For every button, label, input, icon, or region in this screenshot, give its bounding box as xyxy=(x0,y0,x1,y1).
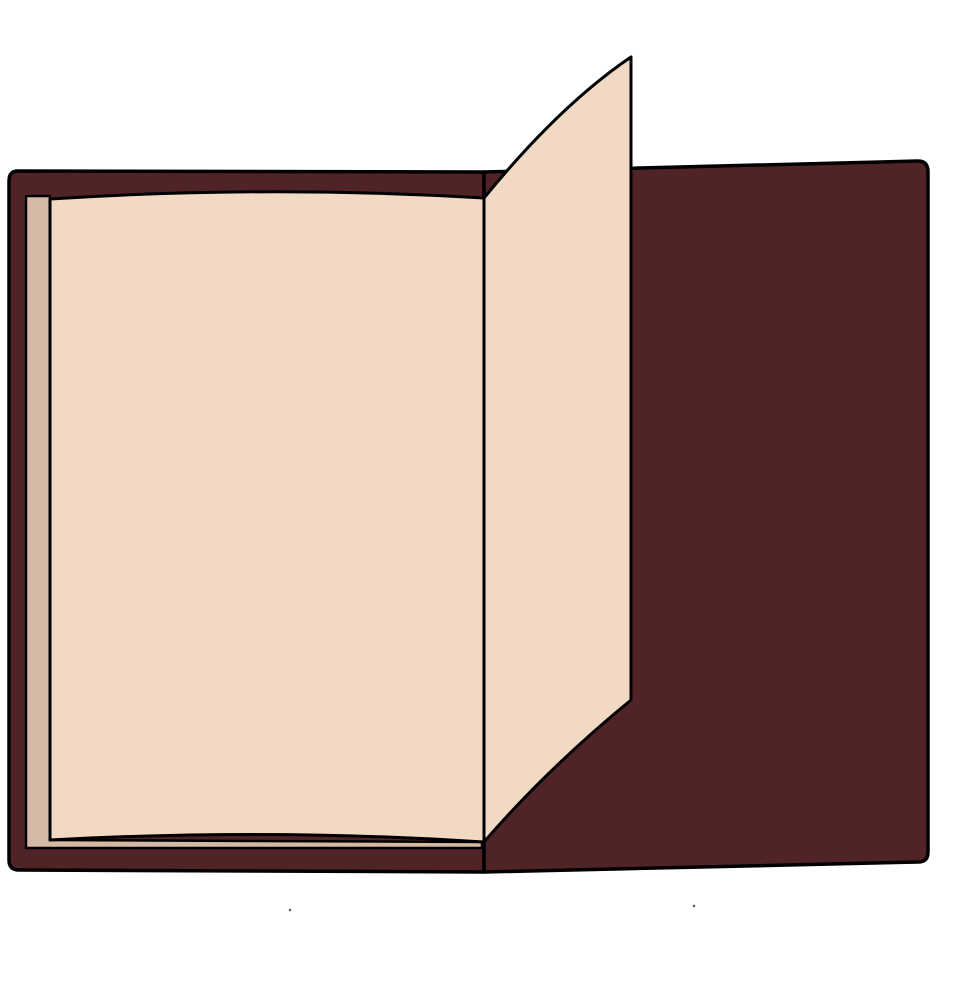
turning-page xyxy=(482,55,633,844)
speck xyxy=(288,908,292,912)
speck xyxy=(692,904,696,908)
left-page xyxy=(48,190,486,844)
